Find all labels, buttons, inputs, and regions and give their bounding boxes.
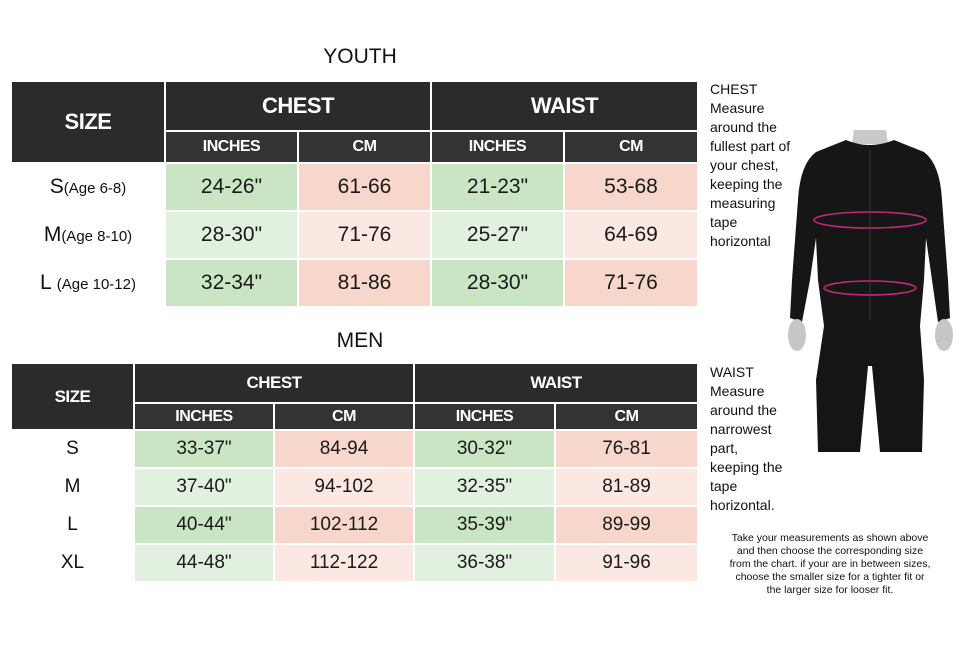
note-line: from the chart. if your are in between s… [729,558,931,570]
chest-inches-cell: 40-44" [133,505,275,545]
chest-cm-cell: 71-76 [297,210,432,260]
shorts [816,326,924,452]
note-line: the larger size for looser fit. [766,584,894,596]
size-cell: M [10,467,135,507]
size-cell: S [10,429,135,469]
left-hand [788,319,806,351]
chest-tape-line [813,211,927,229]
waist-cm-cell: 91-96 [554,543,699,583]
size-letter: S [49,175,64,198]
note-line: Take your measurements as shown above [731,532,929,544]
size-cell: L (Age 10-12) [10,258,166,308]
waist-cm-cell: 64-69 [562,210,700,260]
age-range: (Age 10-12) [56,276,136,293]
chest-inches-cell: 44-48" [133,543,275,583]
waist-inches-cell: 25-27" [430,210,565,260]
waist-cm-cell: 53-68 [562,162,700,212]
chest-cm-cell: 94-102 [273,467,415,507]
waist-cm-header: CM [562,130,700,164]
chest-line: tape [710,214,738,230]
chest-header: CHEST [133,362,415,404]
waist-header: WAIST [413,362,699,404]
table-row: S 33-37" 84-94 30-32" 76-81 [10,429,699,469]
chest-cm-header: CM [273,402,415,431]
age-range: (Age 8-10) [61,228,133,245]
table-row: L 40-44" 102-112 35-39" 89-99 [10,505,699,545]
men-title: MEN [336,329,384,352]
chest-inches-cell: 24-26" [164,162,299,212]
waist-cm-cell: 76-81 [554,429,699,469]
youth-size-table: SIZE CHEST WAIST INCHES CM INCHES CM S(A… [10,80,700,308]
chest-line: Measure [710,100,765,116]
waist-inches-cell: 30-32" [413,429,556,469]
note-line: choose the smaller size for a tighter fi… [735,571,925,583]
waist-inches-header: INCHES [413,402,556,431]
size-header: SIZE [10,80,166,164]
chest-inches-cell: 33-37" [133,429,275,469]
waist-cm-header: CM [554,402,699,431]
waist-line: tape [710,478,738,494]
waist-inches-cell: 32-35" [413,467,556,507]
note-line: and then choose the corresponding size [736,545,924,557]
table-row: M(Age 8-10) 28-30" 71-76 25-27" 64-69 [10,210,700,260]
chest-line: fullest part of [710,138,791,154]
chest-cm-cell: 61-66 [297,162,432,212]
waist-line: part, [710,440,739,456]
chest-cm-cell: 81-86 [297,258,432,308]
chest-line: keeping the [710,176,783,192]
waist-cm-cell: 81-89 [554,467,699,507]
neck [852,130,888,144]
chest-line: measuring [710,195,776,211]
table-row: L (Age 10-12) 32-34" 81-86 28-30" 71-76 [10,258,700,308]
waist-inches-cell: 35-39" [413,505,556,545]
waist-line: keeping the [710,459,783,475]
waist-inches-cell: 28-30" [430,258,565,308]
measurement-figure-illustration [788,130,953,452]
chest-line: around the [710,119,777,135]
size-letter: M [43,223,62,246]
waist-inches-header: INCHES [430,130,565,164]
chest-inches-cell: 32-34" [164,258,299,308]
age-range: (Age 6-8) [63,180,127,197]
youth-title: YOUTH [323,45,397,68]
waist-cm-cell: 89-99 [554,505,699,545]
chest-inches-header: INCHES [164,130,299,164]
right-hand [935,319,953,351]
waist-line: narrowest [710,421,772,437]
chest-instructions: CHEST Measure around the fullest part of… [710,80,810,251]
waist-line: Measure [710,383,765,399]
chest-header: CHEST [164,80,432,132]
size-header: SIZE [10,362,135,431]
waist-cm-cell: 71-76 [562,258,700,308]
chest-inches-cell: 37-40" [133,467,275,507]
size-cell: XL [10,543,135,583]
waist-heading: WAIST [710,364,754,380]
chest-inches-cell: 28-30" [164,210,299,260]
waist-tape-line [823,280,917,296]
table-row: XL 44-48" 112-122 36-38" 91-96 [10,543,699,583]
size-letter: L [40,271,51,294]
measurement-note: Take your measurements as shown above an… [712,532,948,597]
chest-heading: CHEST [710,81,758,97]
chest-cm-cell: 84-94 [273,429,415,469]
waist-inches-cell: 36-38" [413,543,556,583]
chest-cm-header: CM [297,130,432,164]
chest-cm-cell: 112-122 [273,543,415,583]
chest-line: horizontal [710,233,771,249]
waist-line: around the [710,402,777,418]
size-cell: M(Age 8-10) [10,210,166,260]
waist-instructions: WAIST Measure around the narrowest part,… [710,363,810,515]
waist-header: WAIST [429,80,700,132]
chest-cm-cell: 102-112 [273,505,415,545]
size-cell: S(Age 6-8) [10,162,166,212]
chest-inches-header: INCHES [133,402,275,431]
waist-inches-cell: 21-23" [430,162,565,212]
chest-line: your chest, [710,157,779,173]
waist-line: horizontal. [710,497,775,513]
table-row: S(Age 6-8) 24-26" 61-66 21-23" 53-68 [10,162,700,212]
table-row: M 37-40" 94-102 32-35" 81-89 [10,467,699,507]
men-size-table: SIZE CHEST WAIST INCHES CM INCHES CM S 3… [10,362,699,583]
size-cell: L [10,505,135,545]
